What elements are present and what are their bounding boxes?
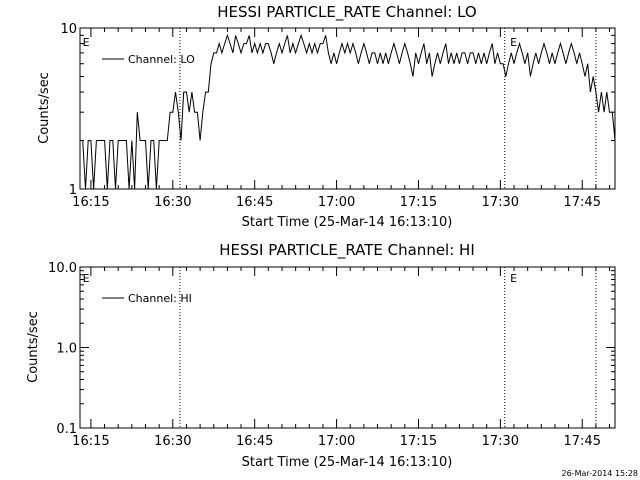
event-marker-label: E	[510, 272, 517, 285]
x-tick-label: 16:15	[72, 195, 109, 210]
x-axis-label: Start Time (25-Mar-14 16:13:10)	[242, 455, 453, 470]
x-tick-label: 17:15	[400, 434, 437, 449]
chart-title: HESSI PARTICLE_RATE Channel: LO	[217, 3, 476, 22]
x-tick-label: 17:45	[564, 434, 601, 449]
x-tick-label: 17:30	[482, 434, 519, 449]
legend-label: Channel: HI	[128, 292, 192, 305]
plot-area-bottom: 16:15 16:30 16:45 17:00 17:15 17:30 17:45 0.1 1.…	[48, 261, 616, 449]
x-axis-label: Start Time (25-Mar-14 16:13:10)	[242, 215, 453, 230]
chart-bottom: HESSI PARTICLE_RATE Channel: HI 16:15 16:…	[26, 241, 616, 470]
x-tick-label: 16:30	[154, 195, 191, 210]
y-tick-label: 1.0	[56, 342, 77, 357]
x-tick-label: 17:15	[400, 195, 437, 210]
event-marker-label: E	[83, 272, 90, 285]
x-tick-label: 16:30	[154, 434, 191, 449]
y-tick-label: 10	[60, 22, 77, 37]
y-tick-label: 10.0	[48, 261, 77, 276]
plot-area-top: 16:15 16:30 16:45 17:00 17:15 17:30 17:45 1 10 E E…	[60, 22, 616, 210]
event-marker-label: E	[510, 36, 517, 49]
x-tick-label: 17:30	[482, 195, 519, 210]
legend-label: Channel: LO	[128, 53, 195, 66]
chart-title: HESSI PARTICLE_RATE Channel: HI	[219, 241, 475, 260]
x-tick-label: 16:15	[72, 434, 109, 449]
chart-top: HESSI PARTICLE_RATE Channel: LO 16:15 16:…	[37, 3, 616, 230]
x-tick-label: 16:45	[236, 195, 273, 210]
x-tick-label: 17:00	[318, 434, 355, 449]
y-axis-label: Counts/sec	[37, 72, 52, 144]
x-tick-label: 16:45	[236, 434, 273, 449]
x-tick-label: 17:00	[318, 195, 355, 210]
x-tick-label: 17:45	[564, 195, 601, 210]
y-axis-label: Counts/sec	[26, 311, 41, 383]
series-line	[80, 33, 616, 190]
y-tick-label: 0.1	[56, 422, 77, 437]
generation-timestamp: 26-Mar-2014 15:28	[562, 469, 639, 478]
plot-frame	[79, 27, 616, 190]
y-tick-label: 1	[69, 183, 77, 198]
event-marker-label: E	[83, 36, 90, 49]
